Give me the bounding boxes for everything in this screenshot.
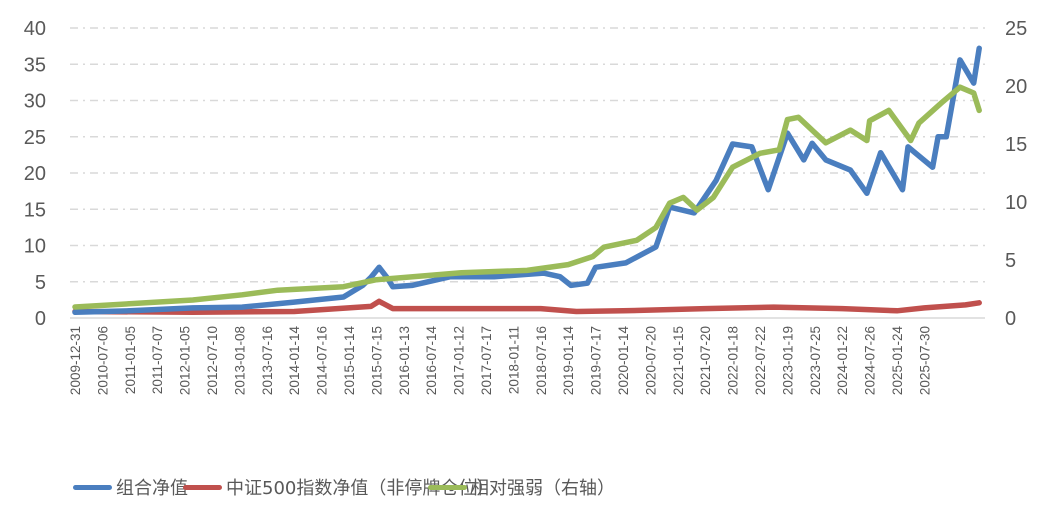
x-axis-tick-label: 2018-01-11 [506, 326, 521, 394]
right-axis-tick-label: 0 [1005, 308, 1016, 330]
x-axis-tick-label: 2016-07-14 [424, 326, 439, 396]
x-axis-tick-label: 2019-07-17 [589, 326, 604, 395]
left-axis-tick-label: 0 [35, 308, 46, 330]
x-axis-tick-label: 2013-01-08 [232, 326, 247, 395]
right-axis-tick-label: 5 [1005, 250, 1016, 272]
left-axis-tick-label: 5 [35, 272, 46, 294]
x-axis-tick-label: 2020-07-20 [643, 326, 658, 395]
x-axis-tick-label: 2013-07-16 [260, 326, 275, 395]
x-axis-tick-label: 2014-01-14 [287, 326, 302, 396]
legend-item-relative-strength: 相对强弱（右轴） [428, 474, 615, 500]
x-axis-tick-label: 2016-01-13 [397, 326, 412, 395]
legend-item-portfolio: 组合净值 [73, 474, 188, 500]
left-axis-tick-label: 25 [24, 127, 46, 149]
series-line-1 [72, 298, 982, 315]
x-axis-tick-label: 2025-07-30 [917, 326, 932, 395]
x-axis-tick-label: 2023-07-25 [808, 326, 823, 395]
legend-item-csi500: 中证500指数净值（非停牌仓位） [183, 474, 494, 500]
x-axis-tick-label: 2022-01-18 [726, 326, 741, 395]
left-axis-tick-label: 20 [24, 163, 46, 185]
x-axis-ticks: 2009-12-31 2010-07-06 2011-01-05 2011-07-07… [68, 326, 932, 396]
legend-label: 相对强弱（右轴） [471, 478, 615, 499]
x-axis-tick-label: 2021-01-15 [671, 326, 686, 395]
right-axis-tick-label: 20 [1005, 76, 1027, 98]
left-axis-ticks: 0 5 10 15 20 25 30 35 40 [24, 18, 46, 330]
x-axis-tick-label: 2011-07-07 [150, 326, 165, 394]
legend-label: 中证500指数净值（非停牌仓位） [226, 478, 495, 499]
x-axis-tick-label: 2017-01-12 [452, 326, 467, 395]
x-axis-tick-label: 2015-07-15 [369, 326, 384, 395]
x-axis-tick-label: 2009-12-31 [68, 326, 83, 395]
x-axis-tick-label: 2012-01-05 [178, 326, 193, 395]
left-axis-tick-label: 15 [24, 199, 46, 221]
x-axis-tick-label: 2024-07-26 [863, 326, 878, 395]
x-axis-tick-label: 2025-01-24 [890, 326, 905, 396]
x-axis-tick-label: 2019-01-14 [561, 326, 576, 396]
x-axis-tick-label: 2022-07-22 [753, 326, 768, 395]
x-axis-tick-label: 2018-07-16 [534, 326, 549, 395]
left-axis-tick-label: 35 [24, 54, 46, 76]
x-axis-tick-label: 2021-07-20 [698, 326, 713, 395]
left-axis-tick-label: 30 [24, 91, 46, 113]
series-line-2 [72, 84, 982, 310]
x-axis-tick-label: 2015-01-14 [342, 326, 357, 396]
x-axis-tick-label: 2023-01-19 [780, 326, 795, 395]
legend-swatch-blue [73, 484, 112, 490]
x-axis-tick-label: 2020-01-14 [616, 326, 631, 396]
x-axis-tick-label: 2010-07-06 [95, 326, 110, 395]
left-axis-tick-label: 10 [24, 236, 46, 258]
right-axis-ticks: 0 5 10 15 20 25 [1005, 18, 1027, 330]
x-axis-tick-label: 2014-07-16 [315, 326, 330, 395]
legend-swatch-green [428, 484, 467, 490]
x-axis-tick-label: 2012-07-10 [205, 326, 220, 395]
right-axis-tick-label: 15 [1005, 134, 1027, 156]
right-axis-tick-label: 10 [1005, 192, 1027, 214]
right-axis-tick-label: 25 [1005, 18, 1027, 40]
left-axis-tick-label: 40 [24, 18, 46, 40]
x-axis-tick-label: 2017-07-17 [479, 326, 494, 395]
legend-swatch-red [183, 484, 222, 490]
legend-label: 组合净值 [116, 478, 188, 499]
x-axis-tick-label: 2024-01-22 [835, 326, 850, 395]
series-lines [72, 45, 982, 315]
x-axis-tick-label: 2011-01-05 [123, 326, 138, 394]
